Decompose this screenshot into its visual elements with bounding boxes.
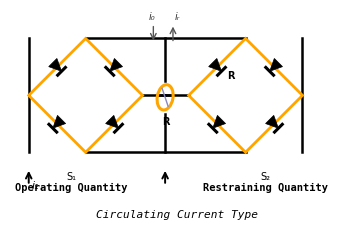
Text: R: R	[162, 117, 170, 127]
Text: i₁: i₁	[32, 181, 39, 191]
Text: Operating Quantity: Operating Quantity	[15, 183, 127, 193]
Polygon shape	[53, 116, 66, 128]
Polygon shape	[110, 58, 122, 71]
Text: Circulating Current Type: Circulating Current Type	[96, 210, 258, 220]
Polygon shape	[209, 58, 222, 71]
Text: S₁: S₁	[66, 172, 76, 182]
Polygon shape	[106, 116, 118, 128]
Text: iᵣ: iᵣ	[175, 12, 180, 22]
Text: i₀: i₀	[149, 12, 156, 22]
Text: R: R	[227, 71, 235, 81]
Polygon shape	[49, 58, 62, 71]
Polygon shape	[270, 58, 282, 71]
Polygon shape	[266, 116, 278, 128]
Text: S₂: S₂	[260, 172, 270, 182]
Polygon shape	[213, 116, 225, 128]
Text: Restraining Quantity: Restraining Quantity	[203, 183, 328, 193]
